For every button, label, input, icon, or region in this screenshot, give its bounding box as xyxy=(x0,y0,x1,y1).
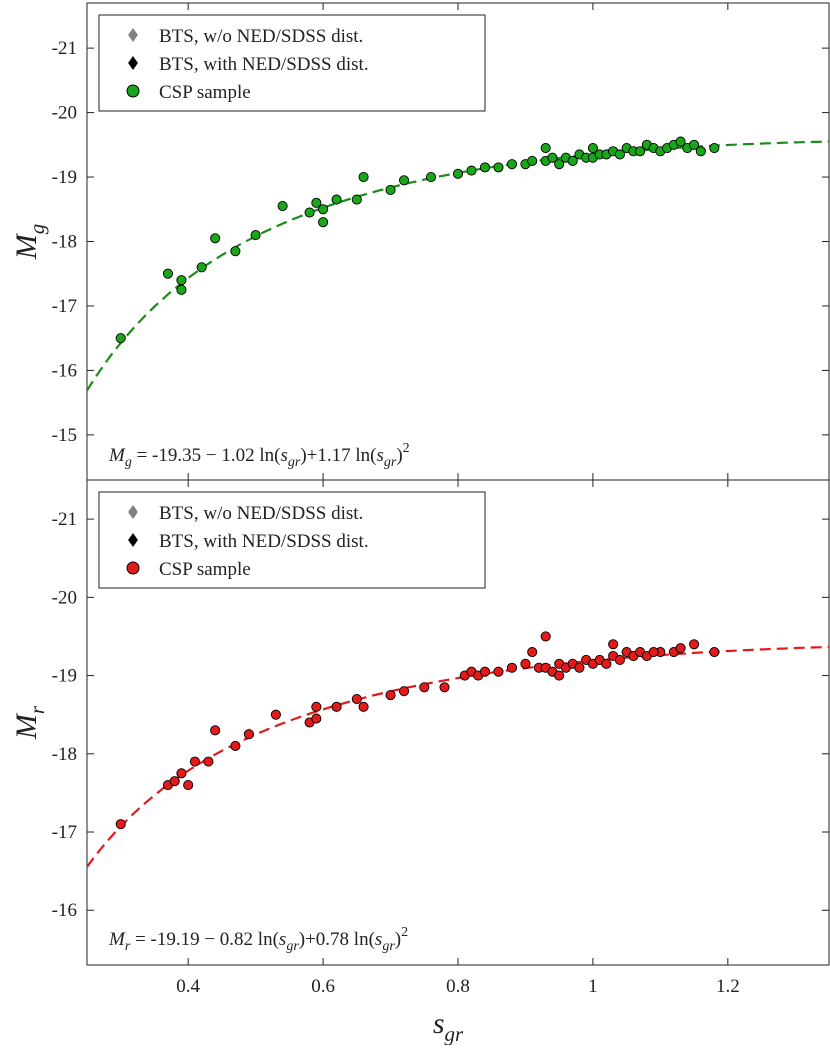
csp-point xyxy=(689,640,698,649)
csp-point xyxy=(555,671,564,680)
csp-point xyxy=(177,769,186,778)
y-tick-label: -17 xyxy=(52,296,77,317)
csp-point xyxy=(507,663,516,672)
csp-point xyxy=(494,667,503,676)
csp-point xyxy=(116,334,125,343)
csp-point xyxy=(480,667,489,676)
x-axis-title: sgr xyxy=(433,1007,464,1045)
csp-point xyxy=(332,195,341,204)
legend-marker-circle xyxy=(127,562,139,574)
x-tick-label: 0.8 xyxy=(446,976,470,997)
csp-point xyxy=(352,694,361,703)
csp-point xyxy=(541,632,550,641)
csp-point xyxy=(211,234,220,243)
csp-point xyxy=(211,726,220,735)
csp-point xyxy=(494,163,503,172)
y-axis-title: Mg xyxy=(10,224,49,261)
csp-point xyxy=(312,702,321,711)
csp-point xyxy=(251,230,260,239)
csp-point xyxy=(177,285,186,294)
legend-label: BTS, with NED/SDSS dist. xyxy=(159,531,369,552)
y-tick-label: -18 xyxy=(52,744,77,765)
csp-point xyxy=(231,247,240,256)
csp-point xyxy=(116,820,125,829)
y-tick-label: -16 xyxy=(52,900,77,921)
legend-marker-circle xyxy=(127,85,139,97)
y-tick-label: -15 xyxy=(52,425,77,446)
csp-point xyxy=(440,683,449,692)
x-tick-label: 0.4 xyxy=(176,976,200,997)
csp-point xyxy=(312,714,321,723)
csp-point xyxy=(204,757,213,766)
legend-label: BTS, with NED/SDSS dist. xyxy=(159,54,369,75)
csp-point xyxy=(163,269,172,278)
csp-point xyxy=(359,702,368,711)
csp-point xyxy=(170,777,179,786)
legend-label: BTS, w/o NED/SDSS dist. xyxy=(159,26,363,47)
csp-point xyxy=(184,780,193,789)
csp-point xyxy=(197,263,206,272)
csp-point xyxy=(332,702,341,711)
panel-top-mg: -21 -20 -19 -18 -17 -16 -15 Mg BTS, w/o NED/SDSS… xyxy=(10,0,829,480)
csp-point xyxy=(480,163,489,172)
csp-point xyxy=(649,647,658,656)
x-tick-label: 1 xyxy=(588,976,598,997)
x-tick-label: 1.2 xyxy=(716,976,740,997)
x-tick-label: 0.6 xyxy=(311,976,335,997)
csp-point xyxy=(528,647,537,656)
csp-point xyxy=(386,185,395,194)
csp-point xyxy=(528,156,537,165)
csp-point xyxy=(453,169,462,178)
csp-point xyxy=(541,143,550,152)
csp-point xyxy=(588,143,597,152)
csp-point xyxy=(507,160,516,169)
y-axis-title: Mr xyxy=(10,705,49,740)
csp-point xyxy=(609,640,618,649)
legend: BTS, w/o NED/SDSS dist. BTS, with NED/SDS… xyxy=(99,15,485,111)
csp-point xyxy=(190,757,199,766)
y-tick-label: -20 xyxy=(52,103,77,124)
fit-formula: Mg = -19.35 − 1.02 ln(sgr)+1.17 ln(sgr)2 xyxy=(108,441,410,470)
csp-point xyxy=(386,691,395,700)
legend-label: CSP sample xyxy=(159,559,251,580)
legend-label: BTS, w/o NED/SDSS dist. xyxy=(159,503,363,524)
csp-point xyxy=(615,655,624,664)
csp-point xyxy=(676,644,685,653)
legend: BTS, w/o NED/SDSS dist. BTS, with NED/SDS… xyxy=(99,492,485,588)
csp-point xyxy=(575,663,584,672)
csp-point xyxy=(521,659,530,668)
csp-point xyxy=(399,176,408,185)
fit-formula: Mr = -19.19 − 0.82 ln(sgr)+0.78 ln(sgr)2 xyxy=(108,925,408,954)
y-tick-label: -21 xyxy=(52,38,77,59)
csp-point xyxy=(318,218,327,227)
csp-point xyxy=(177,276,186,285)
legend-label: CSP sample xyxy=(159,82,251,103)
y-tick-label: -18 xyxy=(52,232,77,253)
csp-point xyxy=(271,710,280,719)
csp-point xyxy=(602,659,611,668)
y-tick-label: -19 xyxy=(52,666,77,687)
csp-point xyxy=(352,195,361,204)
csp-point xyxy=(696,147,705,156)
y-tick-label: -16 xyxy=(52,360,77,381)
y-tick-label: -20 xyxy=(52,587,77,608)
csp-point xyxy=(278,201,287,210)
y-tick-label: -17 xyxy=(52,822,77,843)
csp-point xyxy=(244,730,253,739)
csp-point xyxy=(710,143,719,152)
y-tick-label: -19 xyxy=(52,167,77,188)
csp-point xyxy=(305,208,314,217)
csp-point xyxy=(710,647,719,656)
csp-point xyxy=(318,205,327,214)
csp-point xyxy=(231,741,240,750)
csp-point xyxy=(426,172,435,181)
csp-point xyxy=(359,172,368,181)
csp-point xyxy=(420,683,429,692)
csp-point xyxy=(399,687,408,696)
csp-point xyxy=(467,166,476,175)
y-tick-label: -21 xyxy=(52,509,77,530)
